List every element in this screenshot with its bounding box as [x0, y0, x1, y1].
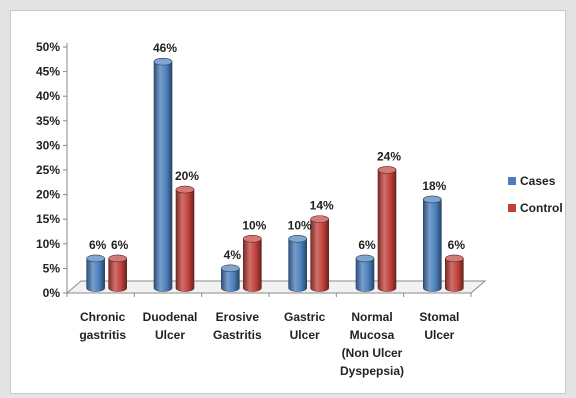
bar-cases-4	[355, 254, 375, 292]
data-label: 4%	[224, 248, 242, 262]
y-tick-label: 50%	[36, 40, 60, 54]
data-label: 24%	[377, 149, 401, 163]
bar-control-4	[377, 166, 397, 292]
data-label: 6%	[448, 238, 466, 252]
category-label: Gastric Ulcer	[284, 310, 326, 342]
bar-cases-0	[86, 254, 105, 292]
legend-swatch	[508, 204, 516, 212]
y-tick-label: 20%	[36, 188, 60, 202]
legend-label: Cases	[520, 174, 556, 188]
y-tick-label: 30%	[36, 138, 60, 152]
legend-item-control: Control	[508, 201, 563, 215]
legend-swatch	[508, 177, 516, 185]
data-label: 14%	[310, 199, 334, 213]
legend: Cases Control	[508, 174, 563, 215]
data-label: 46%	[153, 41, 177, 55]
category-label: Normal Mucosa (Non Ulcer Dyspepsia)	[340, 310, 404, 378]
labels: 6% 6% Chronic gastritis 46% 20% Duodenal Ulcer 4…	[79, 41, 465, 378]
bar-control-2	[243, 235, 262, 292]
y-tick-label: 40%	[36, 89, 60, 103]
bar-control-3	[310, 215, 329, 292]
legend-item-cases: Cases	[508, 174, 556, 188]
chart-floor	[65, 280, 487, 294]
y-tick-label: 10%	[36, 237, 60, 251]
bar-cases-2	[221, 264, 240, 292]
category-label: Duodenal Ulcer	[143, 310, 198, 342]
bar-cases-5	[423, 195, 442, 292]
data-label: 10%	[288, 218, 312, 232]
bars	[86, 57, 464, 292]
data-label: 20%	[175, 169, 199, 183]
y-tick-label: 25%	[36, 163, 60, 177]
data-label: 6%	[358, 238, 376, 252]
data-label: 6%	[111, 238, 129, 252]
bar-control-0	[108, 254, 127, 292]
bar-control-1	[175, 185, 195, 292]
y-tick-label: 35%	[36, 114, 60, 128]
y-tick-label: 5%	[43, 261, 61, 275]
data-label: 18%	[422, 179, 446, 193]
data-label: 6%	[89, 238, 107, 252]
bar-cases-3	[288, 235, 307, 292]
category-label: Chronic gastritis	[79, 310, 126, 342]
bar-chart: 0% 5% 10% 15% 20% 25% 30% 35% 40% 45% 50% 6% 6% Chro…	[36, 40, 563, 378]
y-tick-label: 0%	[43, 286, 61, 300]
bar-control-5	[445, 254, 464, 292]
data-label: 10%	[242, 218, 266, 232]
category-label: Erosive Gastritis	[213, 310, 262, 342]
category-label: Stomal Ulcer	[419, 310, 459, 342]
y-tick-label: 45%	[36, 65, 60, 79]
bar-cases-1	[153, 57, 173, 292]
legend-label: Control	[520, 201, 563, 215]
y-tick-label: 15%	[36, 212, 60, 226]
chart-frame: 0% 5% 10% 15% 20% 25% 30% 35% 40% 45% 50% 6% 6% Chro…	[10, 10, 566, 394]
